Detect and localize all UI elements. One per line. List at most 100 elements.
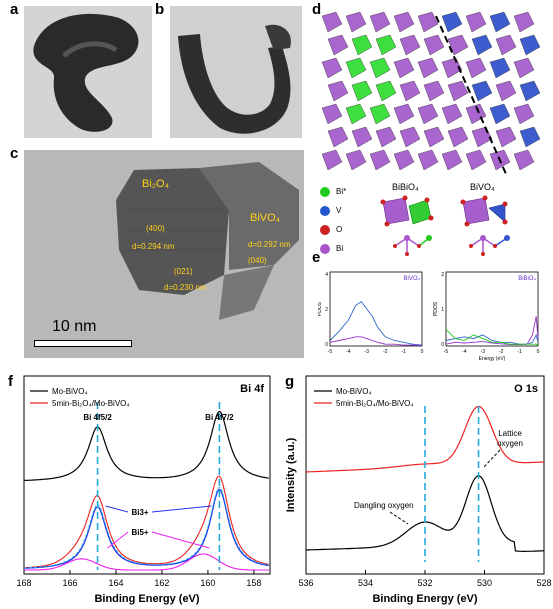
x-tick-label: 166 [62, 578, 77, 588]
polyhedron [495, 80, 517, 102]
xps-o1s-plot: Mo-BiVO₄ 5min-Bi₂O₄/Mo-BiVO₄ O 1s Latticeox… [285, 375, 552, 605]
polyhedron [345, 103, 367, 125]
polyhedron [423, 80, 445, 102]
polyhedron [441, 149, 463, 171]
bivo4-label: BiVO₄ [250, 212, 281, 224]
bi2o4-label: Bi₂O₄ [142, 178, 170, 190]
polyhedron [513, 11, 535, 33]
tem-a-shape [33, 13, 139, 132]
panel-d-label: d [312, 1, 322, 18]
xps-bi4f-chart: Mo-BiVO₄ 5min-Bi₂O₄/Mo-BiVO₄ Bi 4f Bi 4f5/2… [16, 375, 271, 605]
x-tick-label: 532 [417, 578, 432, 588]
polyhedron [465, 103, 487, 125]
legend-label: Mo-BiVO₄ [336, 387, 372, 396]
tem-image-b [170, 6, 302, 138]
polyhedron [351, 126, 373, 148]
pdos-title: BiBiO₄ [518, 276, 536, 282]
polyhedron [489, 11, 511, 33]
lattice-oxygen-label: oxygen [497, 439, 523, 448]
x-tick-label: -5 [444, 349, 449, 355]
x-tick-label: -4 [462, 349, 467, 355]
legend-o: O [320, 220, 380, 239]
polyhedron [465, 11, 487, 33]
polyhedron [327, 126, 349, 148]
x-tick-label: 160 [200, 578, 215, 588]
polyhedron [441, 11, 463, 33]
x-tick-label: -2 [499, 349, 504, 355]
bi3-component [24, 488, 270, 569]
cluster-models [380, 195, 510, 256]
polyhedron [417, 57, 439, 79]
polyhedron [393, 11, 415, 33]
legend-label: 5min-Bi₂O₄/Mo-BiVO₄ [336, 399, 414, 408]
panel-e-label: e [312, 249, 321, 266]
x-tick-label: 162 [154, 578, 169, 588]
y-axis-label: Intensity (a.u.) [285, 437, 297, 512]
x-tick-label: 0 [537, 349, 540, 355]
y-tick-label: 2 [441, 272, 444, 278]
scale-bar [34, 340, 132, 347]
plane-400-label: (400) [146, 224, 165, 233]
polyhedron [471, 34, 493, 56]
polyhedron [489, 57, 511, 79]
polyhedron [345, 57, 367, 79]
y-tick-label: 1 [441, 307, 444, 313]
hrtem-image-c: Bi₂O₄ BiVO₄ (400) d=0.294 nm (021) d=0.2… [24, 150, 304, 358]
polyhedron [393, 149, 415, 171]
polyhedron [465, 149, 487, 171]
plot-frame [445, 271, 539, 347]
polyhedron [519, 126, 541, 148]
pdos-right-plot: -5 -4 -3 -2 -1 0 2 1 0 BiBiO₄ PDOS Energy (eV) [433, 271, 540, 362]
polyhedron [513, 103, 535, 125]
polyhedron [345, 11, 367, 33]
ball-icon [320, 224, 330, 235]
polyhedron [351, 34, 373, 56]
x-tick-label: -3 [365, 349, 370, 355]
polyhedron [399, 80, 421, 102]
polyhedron [423, 126, 445, 148]
mo-bivo4-spectrum [23, 410, 269, 482]
d-021-label: d=0.230 nm [164, 283, 207, 292]
legend-bi: Bi [320, 239, 380, 258]
bi5-arrow [107, 531, 129, 549]
dangling-arrow [389, 511, 409, 525]
peak-label: Bi 4f7/2 [205, 413, 234, 422]
xps-bi4f-plot: Mo-BiVO₄ 5min-Bi₂O₄/Mo-BiVO₄ Bi 4f Bi 4f5/2… [16, 375, 271, 605]
x-tick-label: 168 [16, 578, 31, 588]
polyhedron [369, 103, 391, 125]
x-tick-label: -1 [517, 349, 522, 355]
legend-label: Mo-BiVO₄ [52, 387, 88, 396]
y-tick-label: 4 [325, 272, 328, 278]
polyhedron [495, 34, 517, 56]
polyhedron [369, 149, 391, 171]
chart-title: O 1s [514, 383, 538, 395]
crystal-lattice [321, 11, 541, 171]
pdos-title: BiVO₄ [404, 276, 421, 282]
x-tick-label: -5 [328, 349, 333, 355]
panel-b-label: b [155, 1, 165, 18]
plot-frame [23, 375, 271, 575]
crystal-structure-d [321, 11, 541, 175]
polyhedron [321, 103, 343, 125]
panel-g-label: g [285, 373, 295, 390]
plane-021-label: (021) [174, 267, 193, 276]
bi5-label: Bi5+ [131, 528, 148, 537]
polyhedron [345, 149, 367, 171]
polyhedron [399, 126, 421, 148]
panel-f-label: f [8, 373, 13, 390]
pdos-chart-e: -5 -4 -3 -2 -1 0 4 2 0 BiVO₄ PDOS -5 -4 -3 -2 -1 0 2 1 0 Bi… [318, 271, 540, 362]
bi3-label: Bi3+ [131, 508, 148, 517]
polyhedron [393, 103, 415, 125]
peak-label: Bi 4f5/2 [83, 413, 112, 422]
y-tick-label: 0 [325, 342, 328, 348]
polyhedron [441, 103, 463, 125]
x-tick-label: 530 [477, 578, 492, 588]
polyhedron [399, 34, 421, 56]
polyhedron [441, 57, 463, 79]
legend-bi-star: Bi* [320, 182, 380, 201]
plane-040-label: (040) [248, 256, 267, 265]
polyhedron [513, 149, 535, 171]
x-axis-label: Binding Energy (eV) [94, 593, 199, 605]
polyhedron [351, 80, 373, 102]
polyhedron [393, 57, 415, 79]
